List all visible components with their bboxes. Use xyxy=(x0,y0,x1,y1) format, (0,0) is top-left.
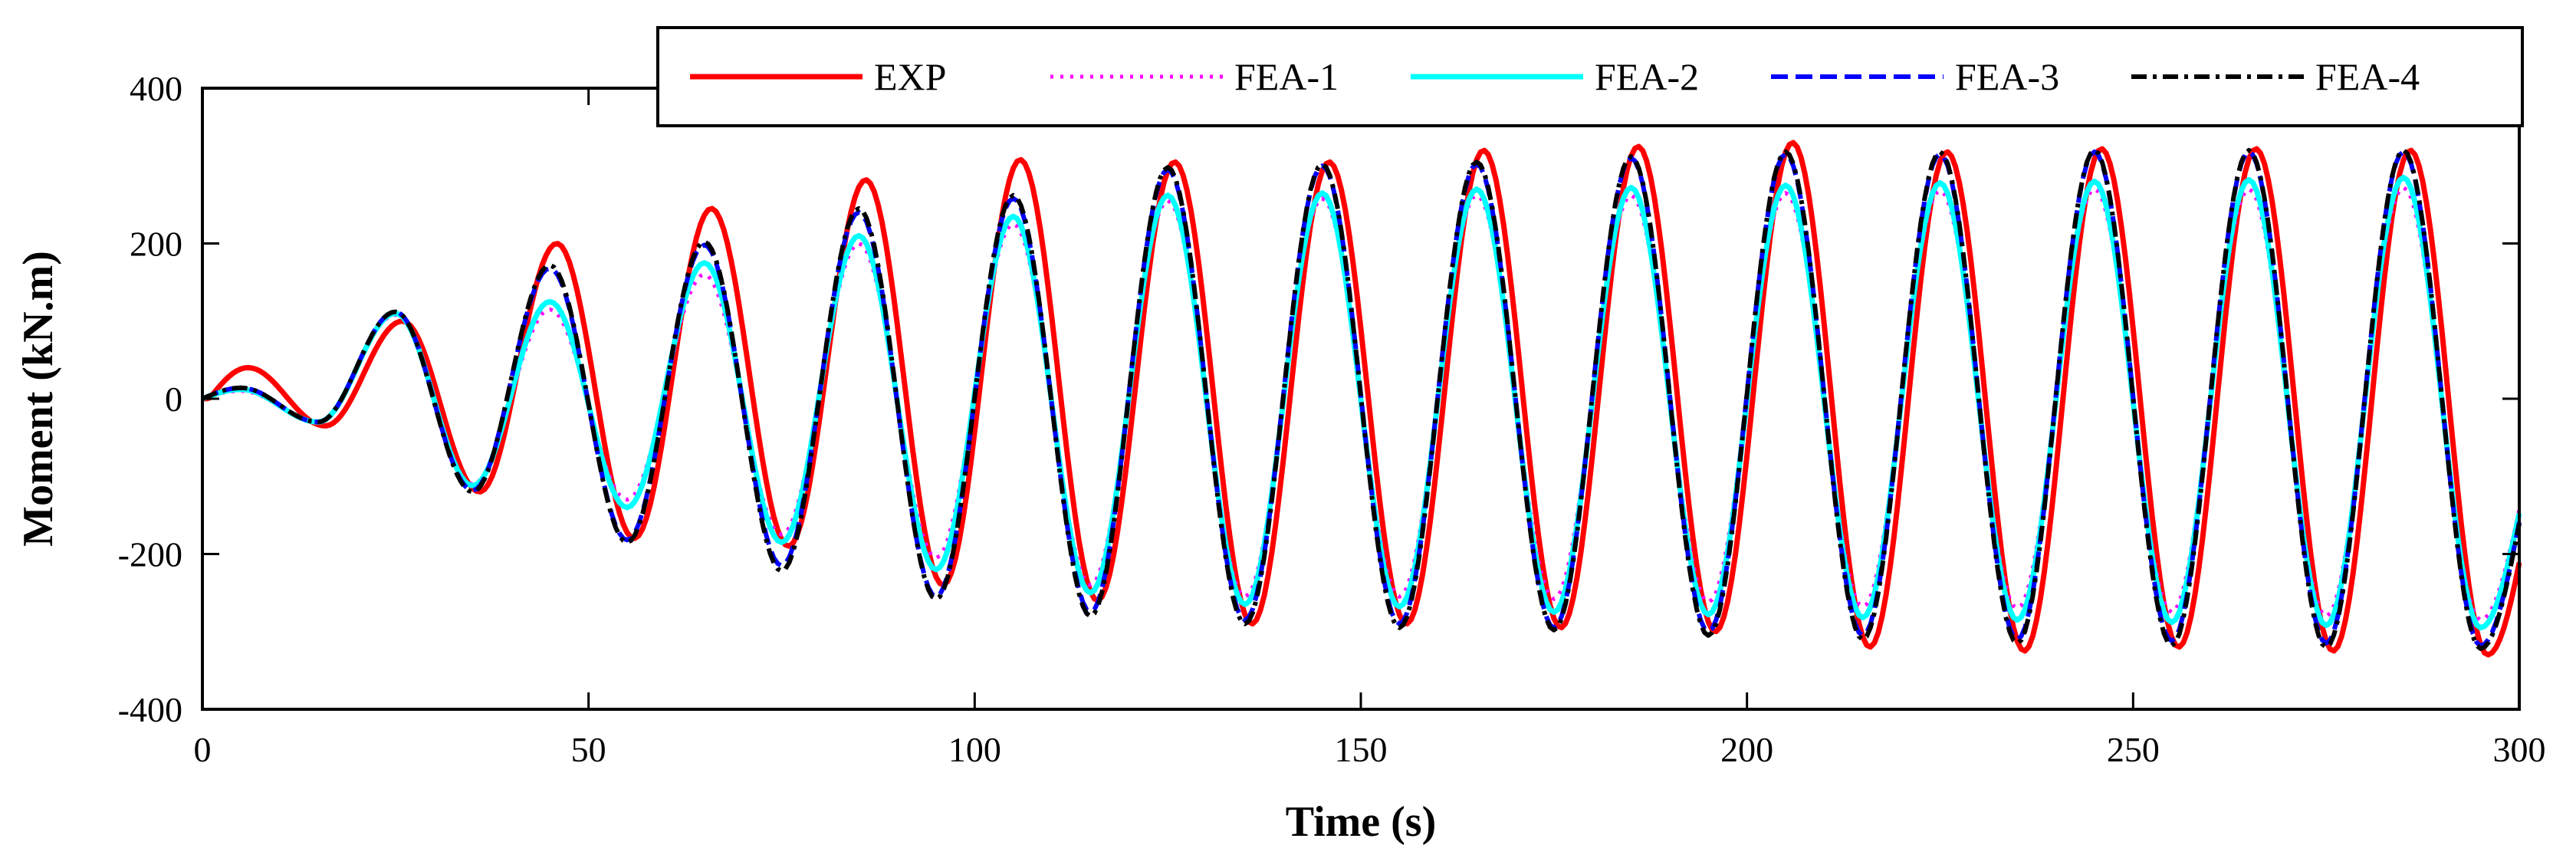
series-layer xyxy=(201,140,2522,658)
x-tick-label: 250 xyxy=(2107,730,2160,769)
x-tick-label: 200 xyxy=(1720,730,1773,769)
series-line-exp xyxy=(202,140,2522,658)
x-axis-label: Time (s) xyxy=(1286,798,1437,846)
legend-box xyxy=(656,26,2524,127)
x-tick-label: 50 xyxy=(571,730,606,769)
legend-label-fea-1: FEA-1 xyxy=(1234,55,1339,98)
y-tick-label: -400 xyxy=(118,690,182,729)
x-tick-label: 100 xyxy=(948,730,1001,769)
y-axis-label: Moment (kN.m) xyxy=(15,251,62,547)
legend-label-fea-3: FEA-3 xyxy=(1955,55,2059,98)
ticks-layer: 0 50 100 150 200 250 300 -400 -200 0 200 400 xyxy=(118,69,2546,769)
y-tick-label: 400 xyxy=(130,69,182,108)
y-tick-label: 0 xyxy=(165,380,182,419)
legend-label-exp: EXP xyxy=(874,55,946,98)
series-line-fea-4 xyxy=(201,148,2522,651)
y-tick-label: -200 xyxy=(118,535,182,574)
x-tick-label: 300 xyxy=(2493,730,2546,769)
x-tick-label: 0 xyxy=(194,730,212,769)
legend-label-fea-2: FEA-2 xyxy=(1595,55,1699,98)
legend-label-fea-4: FEA-4 xyxy=(2315,55,2420,98)
legend-items: EXP FEA-1 FEA-2 FEA-3 FEA-4 xyxy=(690,55,2420,98)
x-tick-label: 150 xyxy=(1335,730,1388,769)
y-tick-label: 200 xyxy=(130,225,182,264)
legend: EXP FEA-1 FEA-2 FEA-3 FEA-4 xyxy=(656,26,2524,127)
